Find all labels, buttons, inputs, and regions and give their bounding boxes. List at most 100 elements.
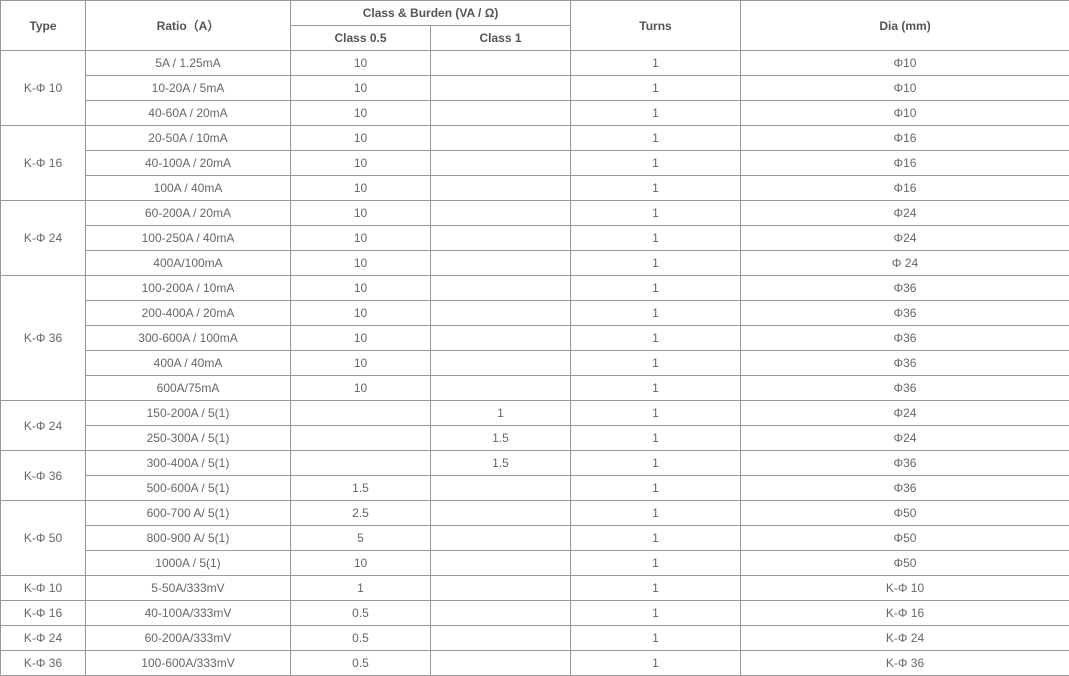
cell-turns: 1	[571, 251, 741, 276]
cell-turns: 1	[571, 601, 741, 626]
cell-type: K-Φ 24	[1, 401, 86, 451]
table-row: K-Φ 105A / 1.25mA101Φ10	[1, 51, 1069, 76]
cell-dia: Φ24	[741, 201, 1069, 226]
cell-dia: Φ10	[741, 51, 1069, 76]
cell-ratio: 300-400A / 5(1)	[86, 451, 291, 476]
table-row: 40-100A / 20mA101Φ16	[1, 151, 1069, 176]
table-row: 100A / 40mA101Φ16	[1, 176, 1069, 201]
cell-turns: 1	[571, 426, 741, 451]
cell-class-1: 1	[431, 401, 571, 426]
cell-turns: 1	[571, 501, 741, 526]
cell-dia: Φ50	[741, 526, 1069, 551]
cell-class-0-5: 10	[291, 376, 431, 401]
cell-ratio: 200-400A / 20mA	[86, 301, 291, 326]
table-row: 200-400A / 20mA101Φ36	[1, 301, 1069, 326]
cell-class-1	[431, 501, 571, 526]
cell-turns: 1	[571, 301, 741, 326]
table-header: Type Ratio（A） Class & Burden (VA / Ω) Tu…	[1, 1, 1069, 51]
table-row: K-Φ 36100-600A/333mV0.51K-Φ 36	[1, 651, 1069, 676]
cell-ratio: 800-900 A/ 5(1)	[86, 526, 291, 551]
cell-type: K-Φ 50	[1, 501, 86, 576]
cell-class-0-5: 10	[291, 301, 431, 326]
table-row: 250-300A / 5(1)1.51Φ24	[1, 426, 1069, 451]
table-row: 600A/75mA101Φ36	[1, 376, 1069, 401]
cell-class-1	[431, 201, 571, 226]
cell-class-1	[431, 126, 571, 151]
cell-turns: 1	[571, 126, 741, 151]
cell-dia: Φ10	[741, 101, 1069, 126]
table-row: 500-600A / 5(1)1.5 1Φ36	[1, 476, 1069, 501]
cell-class-0-5: 10	[291, 176, 431, 201]
cell-dia: Φ36	[741, 476, 1069, 501]
col-class-burden: Class & Burden (VA / Ω)	[291, 1, 571, 26]
cell-dia: Φ24	[741, 401, 1069, 426]
cell-class-0-5	[291, 401, 431, 426]
cell-class-1	[431, 601, 571, 626]
table-row: 1000A / 5(1)101Φ50	[1, 551, 1069, 576]
cell-dia: K-Φ 24	[741, 626, 1069, 651]
cell-class-0-5: 10	[291, 326, 431, 351]
cell-turns: 1	[571, 51, 741, 76]
cell-type: K-Φ 16	[1, 601, 86, 626]
cell-class-1	[431, 651, 571, 676]
cell-type: K-Φ 36	[1, 451, 86, 501]
cell-turns: 1	[571, 201, 741, 226]
cell-class-1	[431, 626, 571, 651]
cell-class-0-5: 10	[291, 251, 431, 276]
table-row: K-Φ 36300-400A / 5(1)1.51Φ36	[1, 451, 1069, 476]
cell-class-1	[431, 476, 571, 501]
col-ratio: Ratio（A）	[86, 1, 291, 51]
cell-ratio: 10-20A / 5mA	[86, 76, 291, 101]
cell-class-0-5: 10	[291, 101, 431, 126]
cell-class-1	[431, 276, 571, 301]
cell-ratio: 5-50A/333mV	[86, 576, 291, 601]
cell-turns: 1	[571, 476, 741, 501]
cell-ratio: 100-200A / 10mA	[86, 276, 291, 301]
cell-class-0-5: 10	[291, 76, 431, 101]
cell-class-1	[431, 251, 571, 276]
cell-ratio: 100A / 40mA	[86, 176, 291, 201]
cell-class-1: 1.5	[431, 451, 571, 476]
cell-type: K-Φ 16	[1, 126, 86, 201]
cell-class-0-5: 10	[291, 551, 431, 576]
table-row: 10-20A / 5mA10 1Φ10	[1, 76, 1069, 101]
cell-turns: 1	[571, 651, 741, 676]
cell-class-0-5: 10	[291, 126, 431, 151]
cell-turns: 1	[571, 276, 741, 301]
cell-dia: Φ 24	[741, 251, 1069, 276]
cell-class-1	[431, 351, 571, 376]
table-row: K-Φ 36100-200A / 10mA101Φ36	[1, 276, 1069, 301]
cell-class-1	[431, 526, 571, 551]
cell-ratio: 500-600A / 5(1)	[86, 476, 291, 501]
cell-dia: Φ10	[741, 76, 1069, 101]
table-row: K-Φ 1620-50A / 10mA101Φ16	[1, 126, 1069, 151]
cell-turns: 1	[571, 76, 741, 101]
cell-ratio: 300-600A / 100mA	[86, 326, 291, 351]
cell-ratio: 1000A / 5(1)	[86, 551, 291, 576]
spec-table: Type Ratio（A） Class & Burden (VA / Ω) Tu…	[0, 0, 1069, 676]
cell-class-0-5	[291, 451, 431, 476]
cell-class-0-5: 0.5	[291, 626, 431, 651]
cell-class-1	[431, 376, 571, 401]
cell-class-0-5: 10	[291, 201, 431, 226]
cell-turns: 1	[571, 351, 741, 376]
cell-dia: K-Φ 16	[741, 601, 1069, 626]
cell-class-0-5: 5	[291, 526, 431, 551]
cell-turns: 1	[571, 401, 741, 426]
cell-class-0-5: 1.5	[291, 476, 431, 501]
cell-ratio: 60-200A/333mV	[86, 626, 291, 651]
cell-dia: Φ24	[741, 426, 1069, 451]
cell-turns: 1	[571, 551, 741, 576]
cell-class-1	[431, 226, 571, 251]
cell-class-0-5: 10	[291, 51, 431, 76]
cell-class-1	[431, 176, 571, 201]
cell-class-1	[431, 51, 571, 76]
cell-dia: Φ24	[741, 226, 1069, 251]
cell-ratio: 40-100A/333mV	[86, 601, 291, 626]
table-row: K-Φ 105-50A/333mV11K-Φ 10	[1, 576, 1069, 601]
cell-dia: Φ36	[741, 451, 1069, 476]
cell-class-1	[431, 76, 571, 101]
cell-ratio: 100-250A / 40mA	[86, 226, 291, 251]
cell-ratio: 40-100A / 20mA	[86, 151, 291, 176]
cell-ratio: 600-700 A/ 5(1)	[86, 501, 291, 526]
